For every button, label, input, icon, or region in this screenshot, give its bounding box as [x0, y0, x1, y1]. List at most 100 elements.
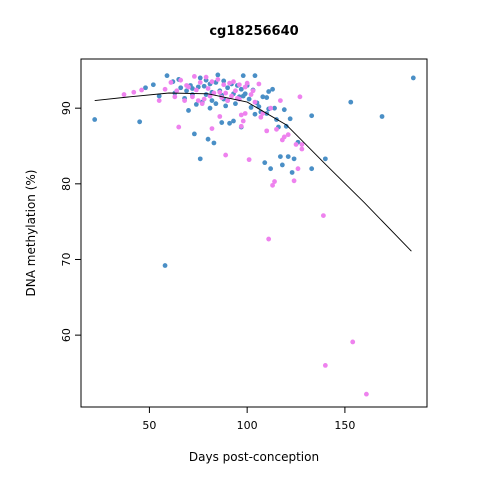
data-point	[274, 126, 279, 132]
data-point	[309, 166, 315, 172]
data-point	[223, 90, 229, 96]
data-point	[197, 80, 203, 85]
data-point	[248, 92, 254, 97]
data-point	[172, 94, 178, 100]
data-point	[209, 126, 215, 131]
data-point	[260, 94, 266, 100]
data-point	[291, 178, 297, 184]
y-axis-label: DNA methylation (%)	[24, 170, 38, 297]
data-point	[289, 170, 295, 175]
data-point	[297, 94, 303, 100]
data-point	[272, 105, 277, 111]
data-point	[209, 98, 215, 104]
data-point	[379, 114, 385, 119]
data-point	[410, 75, 416, 81]
data-point	[348, 99, 354, 105]
data-point	[203, 74, 209, 80]
data-point	[236, 82, 242, 88]
data-point	[219, 120, 225, 125]
data-point	[252, 99, 258, 105]
data-point	[242, 91, 248, 97]
data-point	[364, 391, 369, 397]
data-point	[266, 89, 272, 94]
data-point	[207, 105, 213, 111]
data-point	[223, 103, 229, 109]
data-point	[238, 123, 244, 129]
data-point	[281, 134, 287, 140]
data-point	[277, 154, 283, 159]
y-tick-label: 70	[60, 252, 73, 266]
data-point	[266, 236, 272, 242]
data-point	[201, 96, 207, 102]
data-point	[209, 79, 215, 85]
y-tick-label: 80	[60, 177, 73, 191]
data-point	[190, 94, 195, 100]
data-point	[309, 113, 315, 119]
data-point	[231, 79, 236, 85]
data-point	[156, 93, 162, 99]
data-point	[244, 80, 250, 86]
data-point	[246, 157, 252, 163]
data-point	[299, 142, 305, 147]
data-point	[139, 87, 144, 93]
data-point	[221, 82, 227, 88]
data-point	[215, 72, 221, 78]
data-point	[270, 86, 275, 92]
data-point	[322, 156, 328, 162]
data-point	[285, 132, 291, 138]
data-point	[231, 118, 236, 124]
data-point	[264, 128, 270, 134]
data-point	[195, 98, 201, 104]
y-axis: 60 70 80 90	[60, 101, 81, 342]
data-point	[150, 82, 156, 88]
data-point	[250, 88, 256, 94]
data-point	[197, 156, 203, 162]
data-point	[252, 111, 258, 117]
data-point	[283, 123, 289, 129]
data-point	[162, 263, 168, 268]
data-point	[217, 114, 223, 119]
data-point	[287, 116, 293, 122]
y-tick-label: 60	[60, 328, 73, 342]
data-point	[295, 166, 301, 172]
data-point	[233, 101, 238, 107]
data-point	[197, 75, 203, 81]
data-point	[320, 213, 326, 219]
data-point	[137, 119, 143, 125]
data-point	[193, 87, 199, 93]
data-point	[281, 107, 287, 113]
data-point	[186, 108, 191, 113]
data-point	[205, 136, 211, 142]
data-point	[131, 89, 137, 95]
data-point	[193, 101, 199, 107]
data-point	[240, 118, 246, 124]
data-point	[156, 98, 162, 104]
data-point	[215, 77, 221, 82]
data-point	[217, 89, 223, 95]
data-point	[176, 124, 182, 130]
data-point	[191, 74, 197, 79]
data-point	[270, 182, 275, 188]
data-point	[262, 160, 268, 166]
data-point	[291, 156, 297, 162]
data-point	[227, 80, 232, 86]
data-point	[258, 114, 264, 120]
x-tick-label: 100	[237, 419, 258, 432]
data-point	[350, 339, 356, 345]
x-axis: 50 100 150	[142, 407, 355, 432]
data-point	[221, 78, 227, 84]
data-point	[190, 86, 195, 91]
x-axis-label: Days post-conception	[189, 450, 319, 464]
data-point	[233, 88, 238, 94]
data-point	[268, 166, 274, 172]
data-point	[223, 152, 229, 158]
data-point	[184, 88, 189, 94]
x-tick-label: 50	[142, 419, 156, 432]
data-point	[225, 85, 231, 91]
trend-line	[94, 92, 412, 252]
data-point	[272, 179, 277, 184]
data-point	[248, 105, 254, 110]
data-point	[182, 98, 188, 104]
data-point	[238, 112, 244, 118]
